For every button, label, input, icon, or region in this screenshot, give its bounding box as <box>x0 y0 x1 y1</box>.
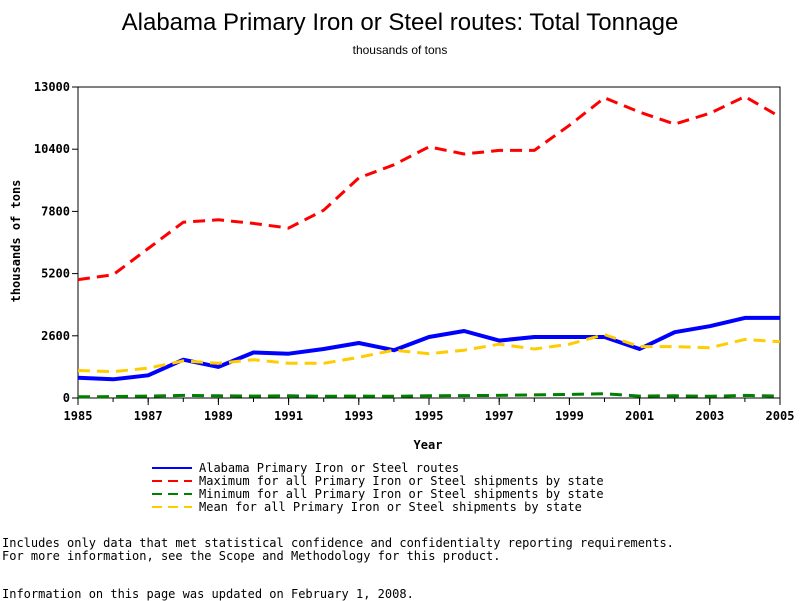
plot-axes <box>77 86 781 399</box>
y-tick-label: 5200 <box>41 267 70 281</box>
y-tick-label: 7800 <box>41 204 70 218</box>
x-tick-label: 1995 <box>415 409 444 423</box>
x-tick-label: 1993 <box>344 409 373 423</box>
x-tick-label: 1987 <box>134 409 163 423</box>
legend-label-1: Maximum for all Primary Iron or Steel sh… <box>199 474 604 488</box>
y-axis-ticks: 0 2600 5200 7800 10400 13000 <box>34 80 78 405</box>
x-tick-label: 2005 <box>766 409 795 423</box>
y-tick-label: 10400 <box>34 142 70 156</box>
line-chart: Alabama Primary Iron or Steel routes: To… <box>9 9 795 514</box>
series-line-0 <box>77 315 780 382</box>
x-tick-label: 1999 <box>555 409 584 423</box>
confidence-note: Includes only data that met statistical … <box>2 536 674 550</box>
legend-label-2: Minimum for all Primary Iron or Steel sh… <box>199 487 604 501</box>
methodology-note: For more information, see the Scope and … <box>2 549 501 563</box>
x-tick-label: 1997 <box>485 409 514 423</box>
x-tick-label: 1989 <box>204 409 233 423</box>
series-line-3 <box>77 333 781 374</box>
update-note: Information on this page was updated on … <box>2 587 414 601</box>
chart-title: Alabama Primary Iron or Steel routes: To… <box>122 9 679 36</box>
y-axis-label: thousands of tons <box>9 180 23 303</box>
legend: Alabama Primary Iron or Steel routesMaxi… <box>152 461 604 514</box>
y-tick-label: 0 <box>63 391 70 405</box>
chart-subtitle: thousands of tons <box>353 43 448 57</box>
y-tick-label: 2600 <box>41 329 70 343</box>
x-tick-label: 2001 <box>625 409 654 423</box>
series-line-1 <box>77 95 781 282</box>
series-line-2 <box>77 392 781 399</box>
x-tick-label: 1991 <box>274 409 303 423</box>
plot-frame <box>77 86 781 399</box>
x-axis-label: Year <box>414 438 443 452</box>
legend-label-3: Mean for all Primary Iron or Steel shipm… <box>199 500 582 514</box>
series-lines <box>77 95 781 399</box>
x-tick-label: 1985 <box>64 409 93 423</box>
legend-label-0: Alabama Primary Iron or Steel routes <box>199 461 459 475</box>
y-tick-label: 13000 <box>34 80 70 94</box>
x-tick-label: 2003 <box>695 409 724 423</box>
x-axis-ticks: 1985 1987 1989 1991 1993 1995 1997 1999 2001 2003… <box>64 398 795 423</box>
